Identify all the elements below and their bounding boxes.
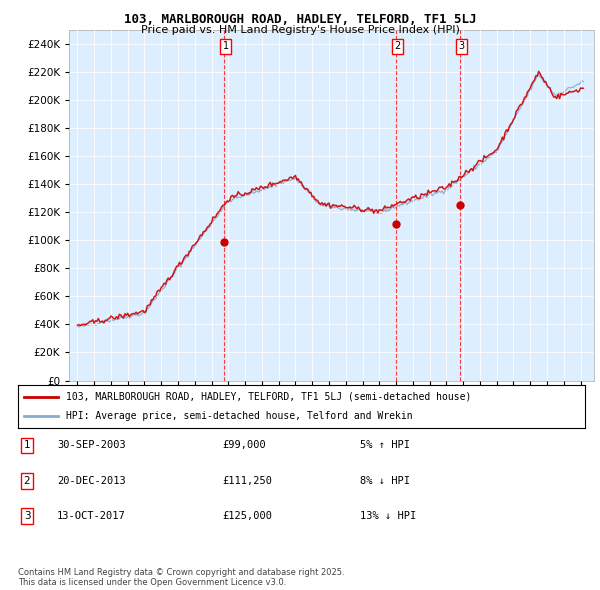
Text: 1: 1: [223, 41, 229, 51]
Text: 1: 1: [23, 441, 31, 450]
Text: 2: 2: [23, 476, 31, 486]
Text: Contains HM Land Registry data © Crown copyright and database right 2025.
This d: Contains HM Land Registry data © Crown c…: [18, 568, 344, 587]
Text: Price paid vs. HM Land Registry's House Price Index (HPI): Price paid vs. HM Land Registry's House …: [140, 25, 460, 35]
Text: HPI: Average price, semi-detached house, Telford and Wrekin: HPI: Average price, semi-detached house,…: [66, 411, 413, 421]
Text: £111,250: £111,250: [222, 476, 272, 486]
Text: 8% ↓ HPI: 8% ↓ HPI: [360, 476, 410, 486]
Text: 20-DEC-2013: 20-DEC-2013: [57, 476, 126, 486]
Text: 103, MARLBOROUGH ROAD, HADLEY, TELFORD, TF1 5LJ: 103, MARLBOROUGH ROAD, HADLEY, TELFORD, …: [124, 13, 476, 26]
Text: 2: 2: [394, 41, 400, 51]
Text: 5% ↑ HPI: 5% ↑ HPI: [360, 441, 410, 450]
Text: 13-OCT-2017: 13-OCT-2017: [57, 512, 126, 521]
Text: 103, MARLBOROUGH ROAD, HADLEY, TELFORD, TF1 5LJ (semi-detached house): 103, MARLBOROUGH ROAD, HADLEY, TELFORD, …: [66, 392, 472, 402]
Text: 30-SEP-2003: 30-SEP-2003: [57, 441, 126, 450]
Text: 3: 3: [23, 512, 31, 521]
Text: £125,000: £125,000: [222, 512, 272, 521]
Text: 3: 3: [458, 41, 464, 51]
Text: 13% ↓ HPI: 13% ↓ HPI: [360, 512, 416, 521]
Text: £99,000: £99,000: [222, 441, 266, 450]
